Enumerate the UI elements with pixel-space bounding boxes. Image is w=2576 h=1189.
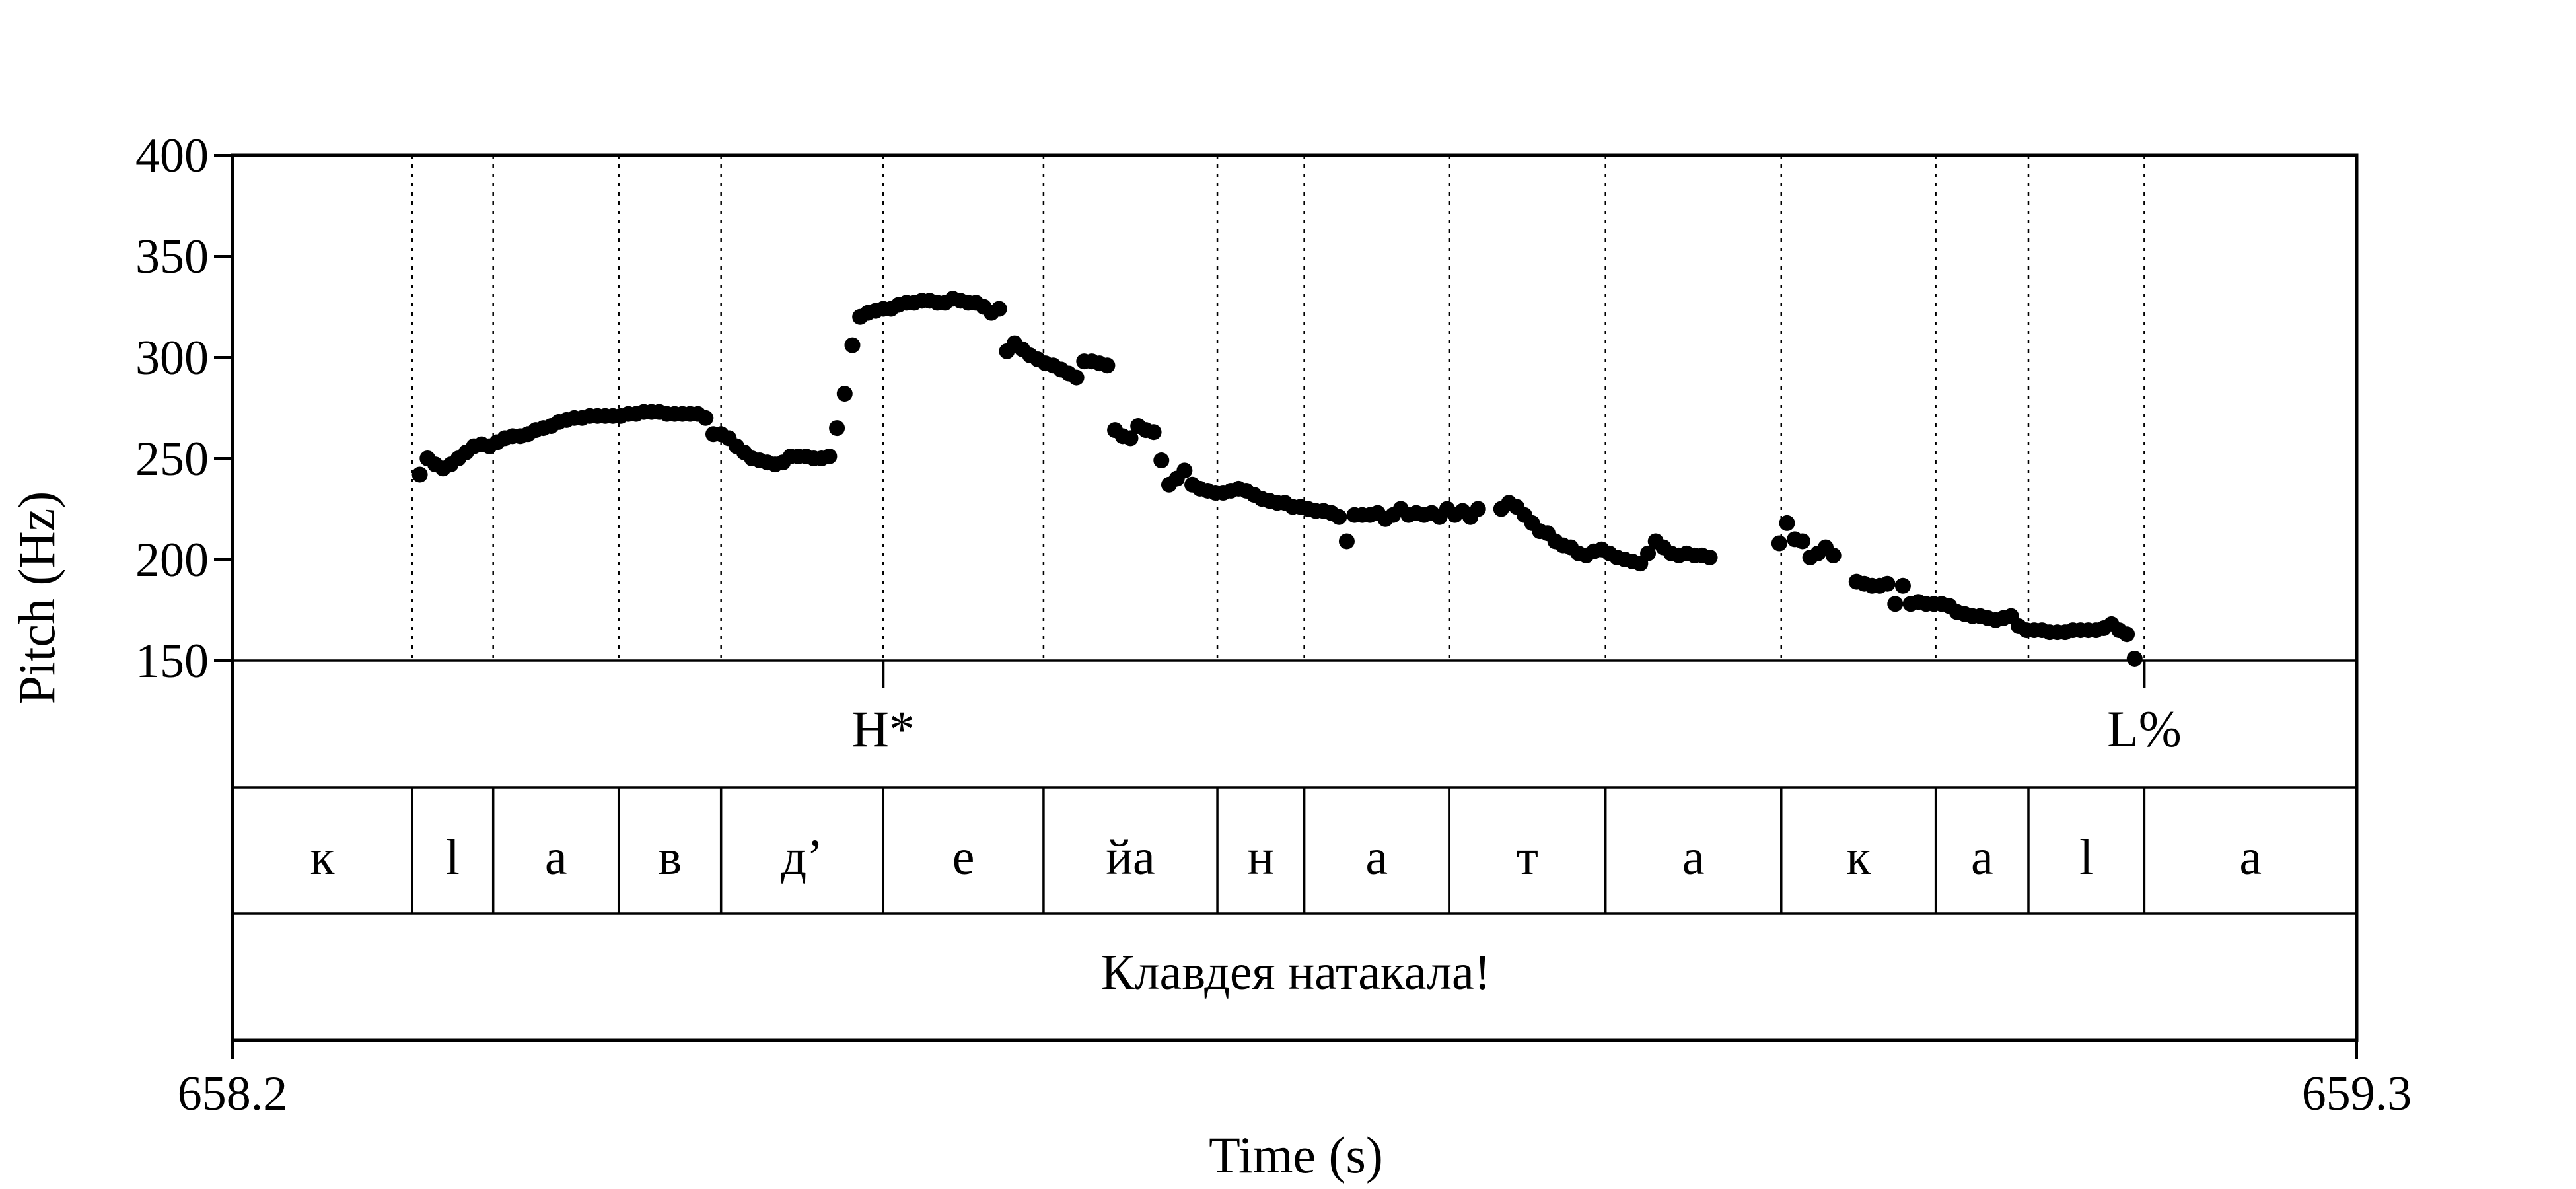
pitch-point xyxy=(1779,515,1795,531)
pitch-point xyxy=(821,448,838,464)
segment-label: в xyxy=(658,830,682,885)
segment-label: н xyxy=(1248,830,1275,885)
segment-label: а xyxy=(1971,830,1993,885)
plot-border xyxy=(231,153,2359,1042)
pitch-point xyxy=(1176,462,1193,479)
segment-label: а xyxy=(1682,830,1705,885)
x-tick-label-start: 658.2 xyxy=(178,1067,288,1121)
segment-label: т xyxy=(1517,830,1538,885)
pitch-point xyxy=(1331,509,1347,525)
pitch-point xyxy=(829,420,845,437)
pitch-point xyxy=(411,466,428,483)
utterance-label: Клавдея натакала! xyxy=(1101,945,1491,1000)
pitch-point xyxy=(1771,535,1787,552)
pitch-point xyxy=(2119,626,2135,643)
pitch-point xyxy=(698,410,714,426)
y-tick-label: 200 xyxy=(135,533,209,587)
pitch-point xyxy=(1879,575,1896,592)
pitch-point xyxy=(1825,547,1842,563)
pitch-point xyxy=(991,301,1007,317)
tone-tier: H* L% xyxy=(852,661,2182,758)
pitch-point xyxy=(1794,533,1810,550)
segment-boundary-gridlines xyxy=(411,155,2145,661)
pitch-point xyxy=(1470,501,1486,517)
pitch-point xyxy=(1887,596,1904,612)
y-axis-ticks: 150 200 250 300 350 400 xyxy=(135,129,233,688)
chart-frame xyxy=(231,153,2359,1059)
pitch-point xyxy=(1099,357,1116,374)
pitch-point xyxy=(1338,533,1355,550)
pitch-point xyxy=(2126,650,2143,667)
pitch-point xyxy=(1701,549,1718,565)
segment-label: а xyxy=(545,830,567,885)
x-tick-label-end: 659.3 xyxy=(2302,1067,2412,1121)
y-tick-label: 400 xyxy=(135,129,209,183)
x-axis-title: Time (s) xyxy=(1209,1126,1383,1184)
segment-label: а xyxy=(1365,830,1388,885)
pitch-point xyxy=(1122,430,1139,447)
segment-label: к xyxy=(310,830,334,885)
y-tick-label: 250 xyxy=(135,432,209,486)
pitch-point xyxy=(1153,452,1170,469)
pitch-point xyxy=(836,386,853,402)
y-tick-label: 350 xyxy=(135,230,209,284)
segment-label: к xyxy=(1846,830,1871,885)
y-tick-label: 150 xyxy=(135,634,209,688)
y-tick-label: 300 xyxy=(135,331,209,385)
pitch-point xyxy=(1640,545,1657,561)
pitch-point xyxy=(844,337,861,353)
tone-label: L% xyxy=(2107,700,2182,758)
pitch-point xyxy=(1068,369,1085,386)
segment-label: l xyxy=(446,830,460,885)
segment-label: йа xyxy=(1106,830,1155,885)
segment-label: д’ xyxy=(781,830,823,885)
segment-label: а xyxy=(2239,830,2262,885)
pitch-points xyxy=(411,291,2143,667)
y-axis-title: Pitch (Hz) xyxy=(8,491,65,705)
pitch-point xyxy=(1145,424,1162,441)
segment-label: l xyxy=(2079,830,2093,885)
segment-label: е xyxy=(952,830,975,885)
pitch-point xyxy=(1894,577,1911,594)
tone-label: H* xyxy=(852,700,915,758)
segment-tier: к l а в д’ е йа н а т а к а l а xyxy=(310,787,2262,914)
